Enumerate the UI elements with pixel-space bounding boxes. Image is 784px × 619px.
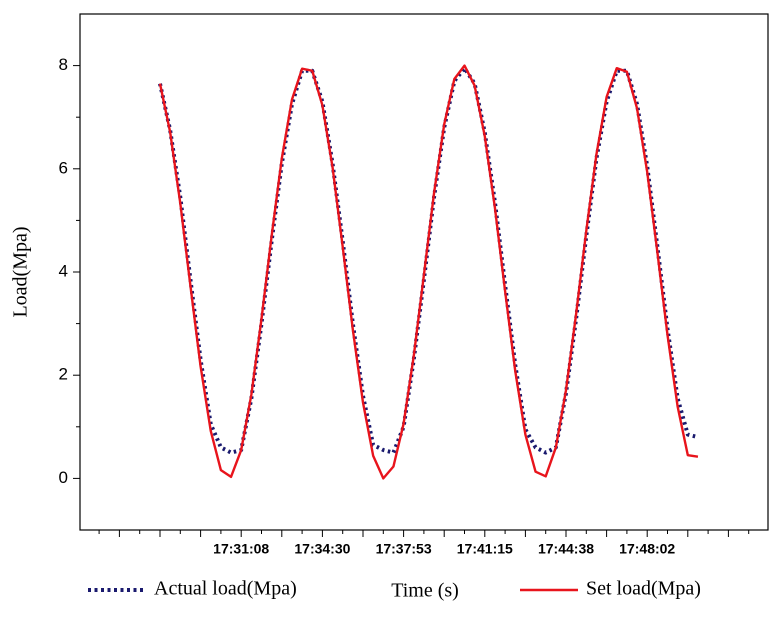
y-tick-label: 8 — [59, 55, 68, 74]
x-axis-label: Time (s) — [391, 580, 459, 602]
y-tick-label: 4 — [59, 261, 68, 280]
x-tick-label: 17:37:53 — [376, 541, 432, 557]
y-axis-label: Load(Mpa) — [10, 226, 32, 317]
x-tick-label: 17:34:30 — [294, 541, 350, 557]
x-tick-label: 17:48:02 — [619, 541, 675, 557]
y-tick-label: 0 — [59, 468, 68, 487]
y-tick-label: 2 — [59, 365, 68, 384]
x-tick-label: 17:44:38 — [538, 541, 594, 557]
x-tick-label: 17:31:08 — [213, 541, 269, 557]
legend-label: Actual load(Mpa) — [154, 578, 297, 600]
legend-label: Set load(Mpa) — [586, 578, 701, 600]
series-line — [158, 64, 699, 480]
y-tick-label: 6 — [59, 158, 68, 177]
series-line — [158, 66, 699, 455]
x-tick-label: 17:41:15 — [457, 541, 513, 557]
